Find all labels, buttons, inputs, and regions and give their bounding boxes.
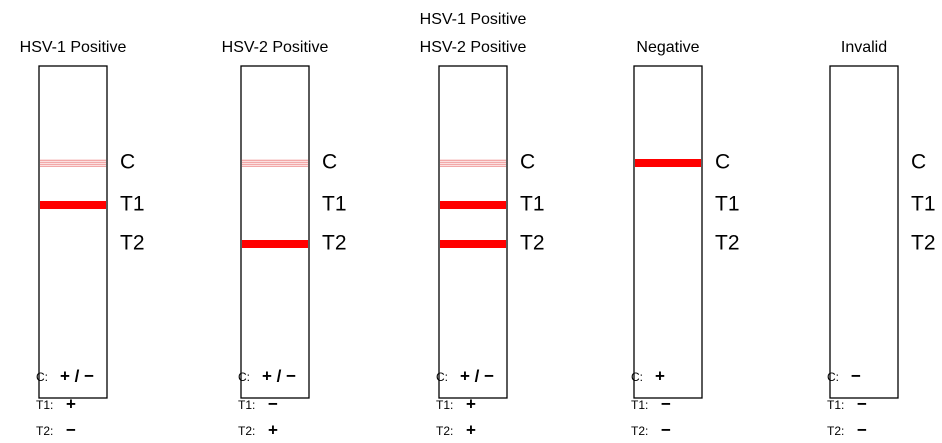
strip xyxy=(633,65,703,399)
strip xyxy=(438,65,508,399)
result-value: + xyxy=(466,394,476,413)
band-label: C xyxy=(520,151,535,174)
result-label: T1: xyxy=(36,398,53,412)
band-line xyxy=(40,201,106,209)
result-label: C: xyxy=(36,370,48,384)
band-label: T1 xyxy=(322,193,347,216)
band-label: C xyxy=(322,151,337,174)
strip-title: Negative xyxy=(636,39,699,56)
result-value: + xyxy=(466,420,476,439)
band-line xyxy=(440,240,506,248)
result-value: + xyxy=(66,394,76,413)
band-label: T2 xyxy=(520,232,545,255)
band-label: T1 xyxy=(715,193,740,216)
result-label: C: xyxy=(436,370,448,384)
band-label: T2 xyxy=(120,232,145,255)
band-line-faint xyxy=(242,159,308,167)
strip-title: HSV-2 Positive xyxy=(222,39,329,56)
result-value: − xyxy=(857,420,867,439)
result-label: C: xyxy=(631,370,643,384)
strip-title: HSV-2 Positive xyxy=(420,39,527,56)
band-line xyxy=(635,159,701,167)
band-line xyxy=(242,240,308,248)
band-label: C xyxy=(715,151,730,174)
band-label: T1 xyxy=(520,193,545,216)
result-label: C: xyxy=(827,370,839,384)
result-value: − xyxy=(851,366,861,385)
strip-title: HSV-1 Positive xyxy=(420,11,527,28)
band-label: T1 xyxy=(911,193,936,216)
band-label: T2 xyxy=(911,232,936,255)
result-label: C: xyxy=(238,370,250,384)
result-label: T1: xyxy=(827,398,844,412)
band-label: C xyxy=(911,151,926,174)
result-label: T2: xyxy=(631,424,648,438)
result-value: − xyxy=(857,394,867,413)
result-label: T1: xyxy=(238,398,255,412)
band-label: C xyxy=(120,151,135,174)
result-value: − xyxy=(661,394,671,413)
strip xyxy=(829,65,899,399)
result-label: T1: xyxy=(436,398,453,412)
band-line xyxy=(440,201,506,209)
band-label: T1 xyxy=(120,193,145,216)
result-value: − xyxy=(66,420,76,439)
band-label: T2 xyxy=(322,232,347,255)
result-value: + xyxy=(268,420,278,439)
result-value: − xyxy=(268,394,278,413)
strip xyxy=(38,65,108,399)
result-label: T2: xyxy=(238,424,255,438)
strip-title: HSV-1 Positive xyxy=(20,39,127,56)
result-value: + / − xyxy=(460,366,494,385)
result-value: − xyxy=(661,420,671,439)
result-label: T2: xyxy=(36,424,53,438)
result-value: + / − xyxy=(60,366,94,385)
result-label: T1: xyxy=(631,398,648,412)
strip xyxy=(240,65,310,399)
result-label: T2: xyxy=(827,424,844,438)
result-value: + / − xyxy=(262,366,296,385)
band-line-faint xyxy=(40,159,106,167)
strip-title: Invalid xyxy=(841,39,887,56)
band-label: T2 xyxy=(715,232,740,255)
result-value: + xyxy=(655,366,665,385)
band-line-faint xyxy=(440,159,506,167)
result-label: T2: xyxy=(436,424,453,438)
